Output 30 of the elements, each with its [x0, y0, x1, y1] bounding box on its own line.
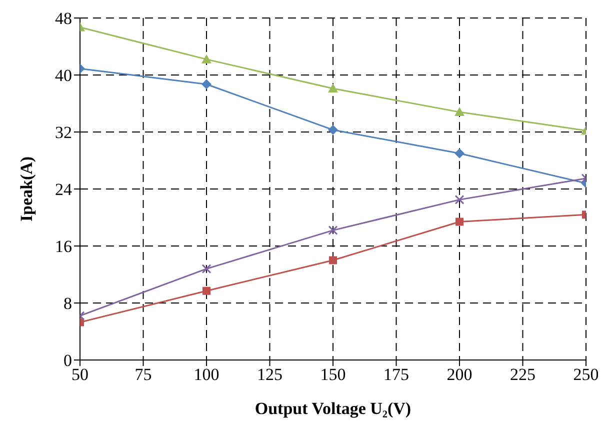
- y-tick-label: 8: [64, 294, 72, 314]
- point: [456, 218, 464, 226]
- y-tick-label: 40: [55, 66, 72, 86]
- x-tick-label: 100: [194, 365, 220, 384]
- point: [328, 124, 338, 135]
- point: [202, 79, 212, 90]
- x-tick-label: 150: [320, 365, 346, 384]
- point: [202, 286, 210, 295]
- y-tick-label: 24: [55, 180, 72, 200]
- y-tick-label: 16: [55, 237, 72, 256]
- point: [328, 226, 338, 236]
- y-tick-label: 32: [55, 123, 72, 142]
- x-tick-label: 250: [573, 365, 599, 384]
- x-tick-label: 200: [446, 365, 472, 384]
- x-axis-title: Output Voltage U₂(V): [254, 399, 412, 418]
- point: [454, 194, 464, 204]
- point: [454, 148, 464, 158]
- point: [202, 54, 212, 64]
- point: [329, 256, 337, 264]
- point: [328, 84, 338, 93]
- y-tick-label: 48: [55, 9, 72, 28]
- point: [454, 107, 464, 116]
- x-tick-label: 125: [257, 365, 282, 384]
- point: [202, 264, 212, 274]
- x-tick-label: 225: [510, 365, 536, 384]
- y-tick-label: 0: [64, 351, 72, 370]
- x-tick-label: 175: [384, 365, 409, 384]
- x-tick-label: 50: [72, 365, 88, 384]
- y-axis-title: Ipeak(A): [17, 156, 36, 222]
- x-tick-label: 75: [134, 365, 152, 384]
